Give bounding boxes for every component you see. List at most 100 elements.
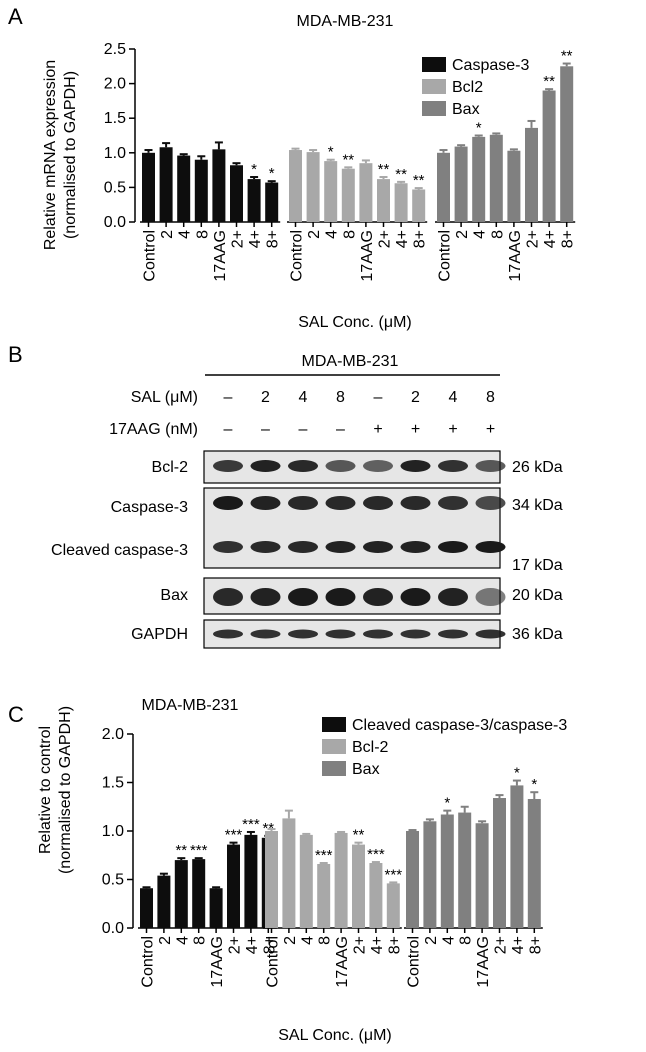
chart-c-y-tick-label: 1.5 [102, 775, 124, 792]
blot-band [400, 541, 431, 553]
blot-kda-label: 17 kDa [512, 557, 563, 574]
chart-c-bar [265, 831, 278, 928]
chart-a-bar [507, 150, 521, 222]
blot-band [363, 460, 393, 472]
chart-c-significance-mark: *** [242, 816, 260, 833]
blot-rows: Bcl-2 26 kDa Caspase-3 34 kDa Cleaved caspas… [51, 450, 563, 649]
blot-row-label: Caspase-3 [111, 499, 188, 516]
blot-band [363, 541, 393, 553]
chart-c-category-label: Control [140, 936, 157, 988]
chart-a-significance-mark: * [328, 144, 334, 161]
chart-a-category-label: 2 [306, 230, 323, 239]
chart-c-bar [140, 888, 153, 928]
blot-17aag-value: – [336, 421, 345, 438]
blot-17aag-value: + [411, 421, 420, 438]
chart-a-bar [394, 183, 408, 222]
chart-c-bar [282, 818, 296, 928]
blot-band [325, 588, 356, 606]
blot-band [438, 588, 468, 606]
blot-band [288, 629, 318, 639]
chart-a-category-label: 17AAG [212, 230, 229, 282]
chart-c-bar [386, 883, 400, 928]
chart-c-bar [423, 821, 437, 928]
blot-kda-label: 34 kDa [512, 497, 563, 514]
chart-a-bar [412, 189, 426, 222]
chart-a-legend-swatch [422, 57, 446, 72]
chart-c-category-label: Control [406, 936, 423, 988]
chart-c-significance-mark: * [531, 776, 537, 793]
chart-c-significance-mark: * [444, 795, 450, 812]
blot-band [400, 629, 431, 639]
blot-band [475, 496, 506, 510]
chart-c-category-label: 17AAG [209, 936, 226, 988]
chart-a-category-label: 17AAG [359, 230, 376, 282]
blot-17aag-label: 17AAG (nM) [109, 421, 198, 438]
blot-band [475, 588, 506, 606]
chart-a-category-label: 2 [159, 230, 176, 239]
blot-band [250, 496, 281, 510]
blot-17aag-value: – [299, 421, 308, 438]
chart-c-y-tick-label: 0.0 [102, 920, 124, 937]
chart-a-bar [437, 152, 450, 222]
chart-a-bar [142, 152, 155, 222]
chart-a-y-tick-label: 0.0 [104, 214, 126, 231]
blot-kda-label: 36 kDa [512, 626, 563, 643]
chart-c-bar [406, 831, 419, 928]
chart-a-significance-mark: ** [342, 151, 354, 168]
blot-band [475, 460, 506, 472]
chart-c-category-label: 4 [440, 936, 457, 945]
chart-a-bar [377, 179, 390, 222]
blot-band [213, 496, 243, 510]
chart-c-y-tick-label: 2.0 [102, 726, 124, 743]
blot-band [325, 496, 356, 510]
blot-row-label: GAPDH [131, 626, 188, 643]
blot-band [325, 629, 356, 639]
blot-band [250, 541, 281, 553]
blot-band [325, 541, 356, 553]
chart-a-category-label: 4+ [247, 230, 264, 248]
chart-c-category-label: 17AAG [334, 936, 351, 988]
chart-c-legend-label: Bcl-2 [352, 739, 389, 756]
chart-c-legend-swatch [322, 761, 346, 776]
blot-sal-value: – [374, 389, 383, 406]
chart-c-category-label: 8+ [261, 936, 278, 954]
chart-c-legend-swatch [322, 717, 346, 732]
chart-a-ylabel-line2: (normalised to GAPDH) [62, 71, 79, 239]
chart-a-significance-mark: ** [543, 73, 555, 90]
blot-band [288, 588, 318, 606]
chart-c-category-label: 4+ [510, 936, 527, 954]
chart-c-y-tick-label: 1.0 [102, 823, 124, 840]
chart-c-legend-label: Bax [352, 761, 380, 778]
chart-a-category-label: 4 [472, 230, 489, 239]
chart-c-y-tick-label: 0.5 [102, 872, 124, 889]
blot-title: MDA-MB-231 [302, 353, 399, 370]
chart-c-ylabel-line2: (normalised to GAPDH) [57, 706, 74, 874]
blot-band [475, 541, 506, 553]
blot-row-label: Cleaved caspase-3 [51, 542, 188, 559]
blot-sal-value: – [224, 389, 233, 406]
chart-c-category-label: 4+ [244, 936, 261, 954]
chart-a-category-label: 4 [177, 230, 194, 239]
chart-c-bar [317, 863, 331, 928]
chart-c-bar [174, 860, 188, 928]
blot-band [438, 629, 468, 639]
chart-a-title: MDA-MB-231 [297, 13, 394, 30]
chart-a-bar [306, 152, 320, 222]
chart-a-category-label: 8 [341, 230, 358, 239]
chart-a-category-label: 2 [454, 230, 471, 239]
chart-a-category-label: 8 [194, 230, 211, 239]
chart-a-significance-mark: * [269, 165, 275, 182]
blot-row-label: Bcl-2 [152, 459, 189, 476]
chart-a-bar [212, 149, 226, 222]
chart-c-significance-mark: ** [353, 827, 365, 844]
chart-c-significance-mark: ** [175, 842, 187, 859]
chart-c-significance-mark: *** [315, 847, 333, 864]
chart-a-significance-mark: ** [561, 48, 573, 65]
blot-band [363, 496, 393, 510]
panel-label-a: A [8, 4, 23, 29]
panel-label-c: C [8, 702, 24, 727]
chart-a-significance-mark: ** [413, 172, 425, 189]
chart-a-bar [289, 150, 302, 222]
chart-c-bar [209, 888, 223, 928]
